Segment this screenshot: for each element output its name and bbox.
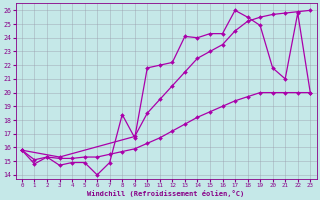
X-axis label: Windchill (Refroidissement éolien,°C): Windchill (Refroidissement éolien,°C) bbox=[87, 190, 245, 197]
